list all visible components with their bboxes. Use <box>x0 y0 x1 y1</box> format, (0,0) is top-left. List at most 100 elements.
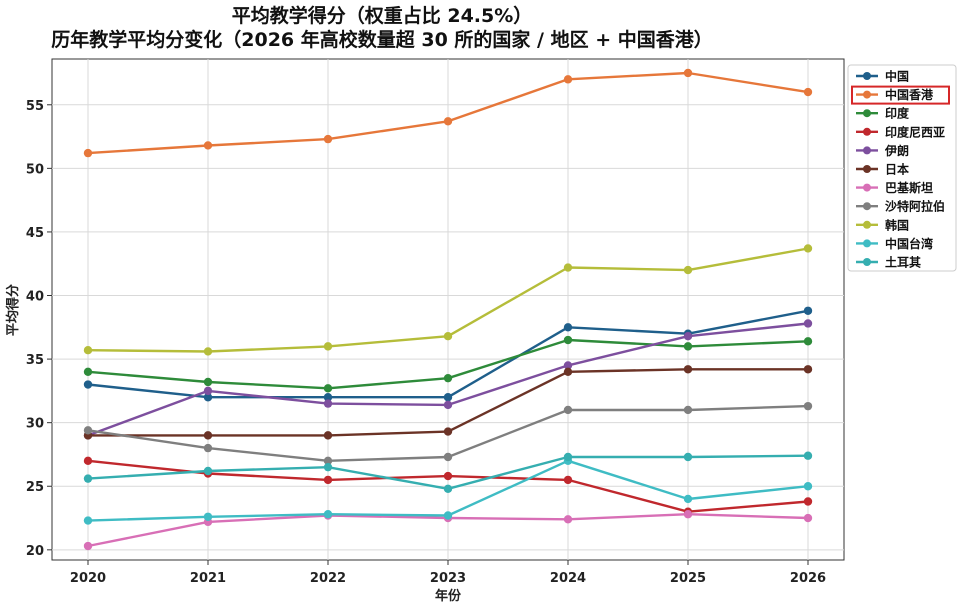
legend-item-巴基斯坦: 巴基斯坦 <box>856 180 933 195</box>
data-point <box>83 541 93 551</box>
data-point <box>683 452 693 462</box>
data-point <box>203 431 213 440</box>
legend-item-中国台湾: 中国台湾 <box>856 236 933 251</box>
legend-marker <box>863 165 871 173</box>
data-point <box>83 456 93 466</box>
data-point <box>563 75 573 84</box>
y-axis-ticks: 20 25 30 35 40 45 50 55 <box>26 99 52 559</box>
data-point <box>563 335 573 345</box>
legend-label: 印度 <box>885 106 910 121</box>
data-point <box>803 401 813 411</box>
data-point <box>803 513 813 523</box>
data-point <box>443 373 453 383</box>
data-point <box>563 323 573 332</box>
data-point <box>683 494 693 504</box>
data-point <box>83 345 93 355</box>
legend-box <box>847 64 957 272</box>
legend-marker <box>863 90 871 99</box>
data-point <box>563 361 573 370</box>
series-土耳其 <box>83 451 813 493</box>
data-point <box>203 347 213 356</box>
data-point <box>443 511 453 520</box>
data-point <box>683 510 693 519</box>
data-point <box>803 87 813 97</box>
series-韩国 <box>83 244 813 356</box>
data-point <box>443 400 453 410</box>
data-point <box>203 512 213 521</box>
legend-item-伊朗: 伊朗 <box>856 143 909 158</box>
y-tick-label: 45 <box>26 226 44 241</box>
legend-marker <box>863 109 871 118</box>
data-point <box>563 263 573 272</box>
data-point <box>443 484 453 493</box>
data-point <box>803 244 813 253</box>
data-point <box>803 497 813 506</box>
data-point <box>563 475 573 485</box>
data-point <box>83 426 93 435</box>
legend-marker <box>863 258 871 266</box>
data-point <box>443 452 453 462</box>
legend-label: 中国香港 <box>885 87 934 102</box>
legend-marker <box>863 220 871 229</box>
data-point <box>563 367 573 377</box>
y-tick-label: 35 <box>26 353 44 368</box>
x-axis-ticks: 2020 2021 2022 2023 2024 2025 2026 <box>70 560 826 586</box>
legend-item-土耳其: 土耳其 <box>856 255 921 270</box>
data-point <box>323 475 333 485</box>
data-point <box>563 405 573 415</box>
series-沙特阿拉伯 <box>83 401 813 466</box>
legend-marker <box>863 146 871 155</box>
data-point <box>803 337 813 346</box>
legend-item-中国: 中国 <box>856 69 909 84</box>
y-tick-label: 55 <box>26 99 44 114</box>
data-point <box>563 452 573 462</box>
data-point <box>323 510 333 519</box>
legend-marker <box>863 72 871 80</box>
legend-marker <box>863 239 871 248</box>
data-point <box>83 380 93 389</box>
data-point <box>83 474 93 483</box>
series-日本 <box>83 365 813 440</box>
data-point <box>443 471 453 481</box>
data-point <box>803 365 813 374</box>
data-point <box>83 367 93 377</box>
data-point <box>443 393 453 402</box>
series-中国香港 <box>83 68 813 158</box>
legend-label: 中国 <box>885 69 909 84</box>
x-tick-label: 2023 <box>430 571 466 586</box>
y-tick-label: 30 <box>26 417 44 432</box>
legend-label: 印度尼西亚 <box>885 124 945 139</box>
data-point <box>203 386 213 396</box>
legend-item-中国香港: 中国香港 <box>851 85 950 105</box>
data-point <box>443 427 453 436</box>
legend-label: 韩国 <box>885 217 909 232</box>
series-layer <box>83 68 813 551</box>
chart-title-line-2: 历年教学平均分变化（2026 年高校数量超 30 所的国家 / 地区 + 中国香… <box>51 28 713 51</box>
data-point <box>323 399 333 408</box>
data-point <box>683 68 693 78</box>
series-印度 <box>83 335 813 393</box>
data-point <box>803 451 813 460</box>
data-point <box>683 342 693 351</box>
chart-title-line-1: 平均教学得分（权重占比 24.5%） <box>232 4 533 27</box>
data-point <box>683 265 693 275</box>
series-中国台湾 <box>83 456 813 525</box>
legend-label: 巴基斯坦 <box>885 180 933 195</box>
legend-label: 土耳其 <box>885 255 921 270</box>
data-point <box>203 141 213 150</box>
data-point <box>683 332 693 341</box>
y-tick-label: 50 <box>26 162 44 177</box>
data-point <box>683 365 693 374</box>
data-point <box>83 516 93 525</box>
data-point <box>203 393 213 402</box>
data-point <box>443 332 453 341</box>
data-point <box>323 384 333 393</box>
data-point <box>443 117 453 126</box>
data-point <box>323 456 333 466</box>
data-point <box>323 462 333 472</box>
data-point <box>83 148 93 158</box>
data-point <box>683 405 693 415</box>
x-tick-label: 2026 <box>790 571 826 586</box>
